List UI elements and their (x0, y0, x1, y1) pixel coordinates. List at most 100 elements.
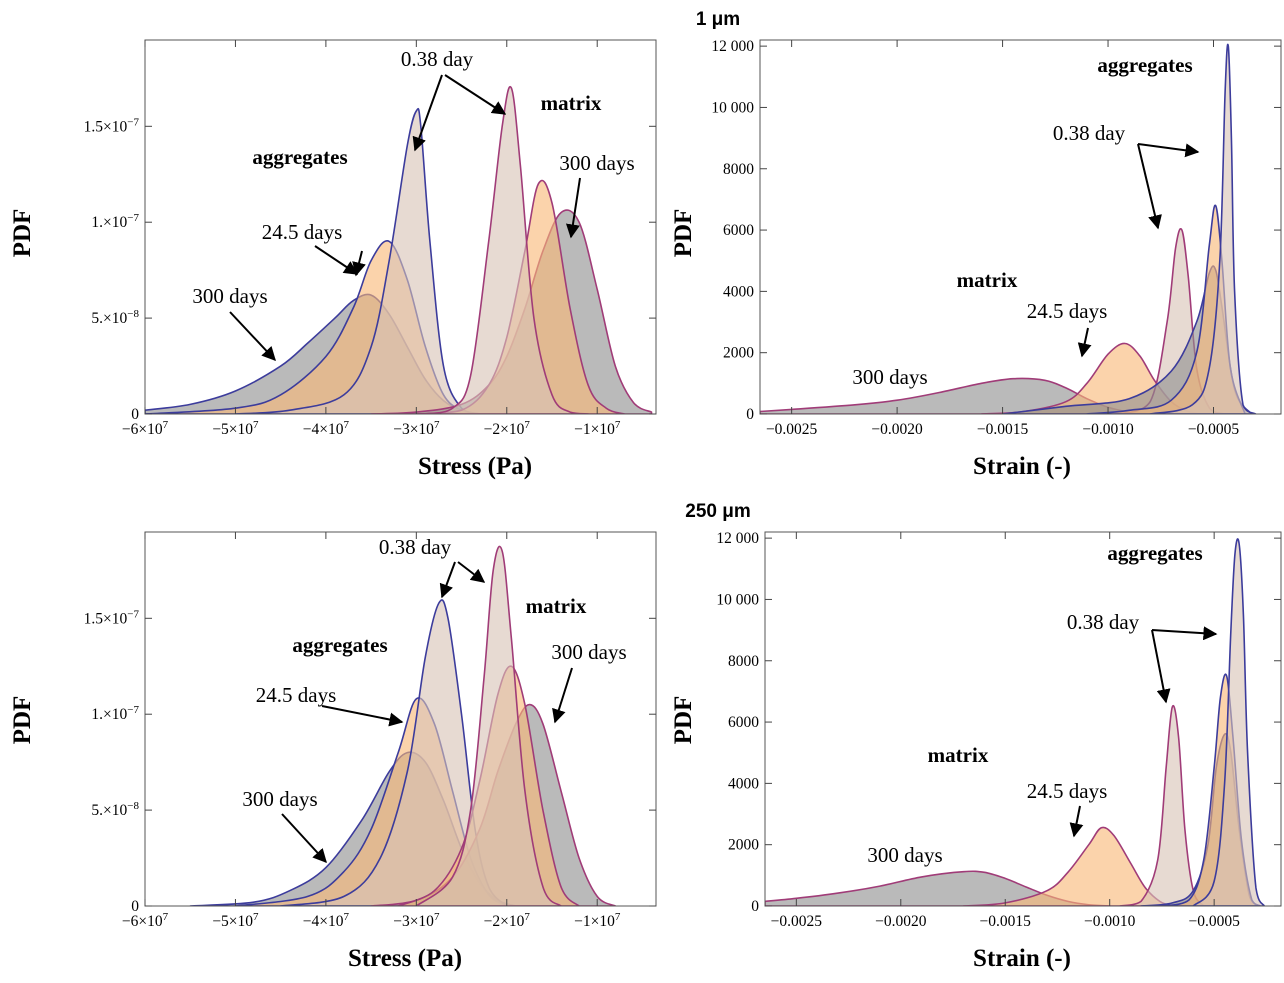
x-axis-title: Strain (-) (973, 945, 1071, 972)
y-tick-label: 8000 (723, 161, 754, 178)
x-tick-label: −0.0025 (771, 913, 823, 930)
y-tick-label: 1.5×10−7 (84, 116, 140, 135)
annotation-label: aggregates (252, 145, 347, 169)
section-title-top: 1 μm (696, 9, 740, 30)
x-tick-label: −5×107 (212, 419, 259, 438)
annotation-arrow (1151, 626, 1218, 641)
y-tick-label: 2000 (728, 837, 759, 854)
x-tick-label: −6×107 (122, 911, 169, 930)
annotation-label: 0.38 day (379, 535, 452, 559)
section-title-bottom: 250 μm (685, 501, 751, 522)
annotation-arrow (444, 74, 507, 115)
x-tick-label: −0.0015 (980, 913, 1032, 930)
y-tick-label: 8000 (728, 653, 759, 670)
y-tick-label: 0 (746, 406, 754, 423)
x-tick-label: −1×107 (574, 911, 621, 930)
annotation-arrow (229, 311, 276, 362)
series-group (145, 85, 653, 414)
annotation-label: 300 days (867, 843, 942, 867)
annotation-label: 300 days (192, 284, 267, 308)
series-group (189, 545, 617, 906)
y-tick-label: 12 000 (716, 530, 759, 547)
x-tick-label: −4×107 (303, 419, 350, 438)
annotation-arrow (1077, 327, 1092, 358)
annotation-arrow (1069, 805, 1084, 838)
x-tick-label: −2×107 (484, 911, 531, 930)
y-tick-label: 10 000 (716, 591, 759, 608)
annotation-arrow (565, 177, 581, 239)
y-tick-label: 0 (751, 898, 759, 915)
series-area-5 (424, 85, 589, 414)
plot-frame (759, 39, 1282, 415)
annotation-label: 0.38 day (1067, 610, 1140, 634)
plot-frame (764, 531, 1282, 907)
annotation-label: aggregates (1107, 541, 1202, 565)
annotation-label: 24.5 days (256, 683, 337, 707)
annotation-label: 24.5 days (1027, 779, 1108, 803)
annotation-label: 300 days (551, 640, 626, 664)
annotation-arrow (412, 74, 443, 152)
annotation-label: 0.38 day (401, 47, 474, 71)
chart-panel-strain_250um: −0.0025 −0.0020 −0.0015 −0.0010 −0.0005 0 2000… (670, 530, 1282, 972)
y-axis-title: PDF (670, 209, 697, 258)
y-axis-title: PDF (9, 209, 36, 258)
annotation-arrow (1151, 629, 1171, 704)
x-tick-label: −5×107 (212, 911, 259, 930)
annotation-label: matrix (928, 743, 989, 767)
series-area-5 (1149, 43, 1257, 414)
chart-panel-stress_1um: −6×107 −5×107 −4×107 −3×107 −2×107 −1×107 0 5.×… (9, 39, 657, 480)
plot-frame (144, 531, 657, 907)
annotation-label: 24.5 days (1027, 299, 1108, 323)
annotation-arrow (439, 561, 456, 599)
series-area-5 (1192, 538, 1266, 906)
x-tick-label: −0.0005 (1188, 913, 1240, 930)
series-group (760, 43, 1257, 414)
y-tick-label: 1.×10−7 (91, 704, 139, 723)
y-tick-label: 0 (131, 898, 139, 915)
annotation-arrow (1137, 143, 1200, 158)
series-area-2 (1119, 704, 1205, 906)
annotation-label: matrix (526, 594, 587, 618)
x-tick-label: −0.0025 (766, 421, 818, 438)
y-tick-label: 5.×10−8 (91, 308, 139, 327)
annotation-label: 24.5 days (262, 220, 343, 244)
x-tick-label: −0.0020 (871, 421, 923, 438)
chart-panel-strain_1um: −0.0025 −0.0020 −0.0015 −0.0010 −0.0005 0 2000… (670, 38, 1282, 480)
chart-panel-stress_250um: −6×107 −5×107 −4×107 −3×107 −2×107 −1×107 0 5.×… (9, 531, 657, 972)
x-tick-label: −0.0020 (875, 913, 927, 930)
annotation-label: 0.38 day (1053, 121, 1126, 145)
y-tick-label: 4000 (728, 775, 759, 792)
y-tick-label: 6000 (728, 714, 759, 731)
x-axis-title: Strain (-) (973, 453, 1071, 480)
y-axis-title: PDF (670, 696, 697, 745)
annotation-arrow (552, 667, 573, 724)
y-tick-label: 4000 (723, 283, 754, 300)
y-tick-label: 1.×10−7 (91, 212, 139, 231)
y-tick-label: 0 (131, 406, 139, 423)
chart-panels: −6×107 −5×107 −4×107 −3×107 −2×107 −1×107 0 5.×… (9, 38, 1282, 972)
x-tick-label: −6×107 (122, 419, 169, 438)
x-tick-label: −3×107 (393, 419, 440, 438)
annotation-arrow (314, 245, 359, 275)
x-tick-label: −0.0015 (977, 421, 1029, 438)
annotation-arrow (281, 813, 327, 864)
annotation-label: 300 days (852, 365, 927, 389)
annotation-label: 300 days (559, 151, 634, 175)
annotation-label: matrix (957, 268, 1018, 292)
y-axis-title: PDF (9, 696, 36, 745)
annotation-arrow (457, 561, 486, 583)
series-area-2 (234, 107, 481, 414)
x-tick-label: −1×107 (574, 419, 621, 438)
series-area-5 (415, 545, 562, 906)
annotation-label: aggregates (1097, 53, 1192, 77)
plot-frame (144, 39, 657, 415)
x-tick-label: −3×107 (393, 911, 440, 930)
x-tick-label: −2×107 (484, 419, 531, 438)
annotation-label: 300 days (242, 787, 317, 811)
x-tick-label: −0.0010 (1084, 913, 1136, 930)
x-tick-label: −0.0010 (1082, 421, 1134, 438)
annotation-label: matrix (541, 91, 602, 115)
x-axis-title: Stress (Pa) (348, 945, 462, 972)
annotation-label: aggregates (292, 633, 387, 657)
